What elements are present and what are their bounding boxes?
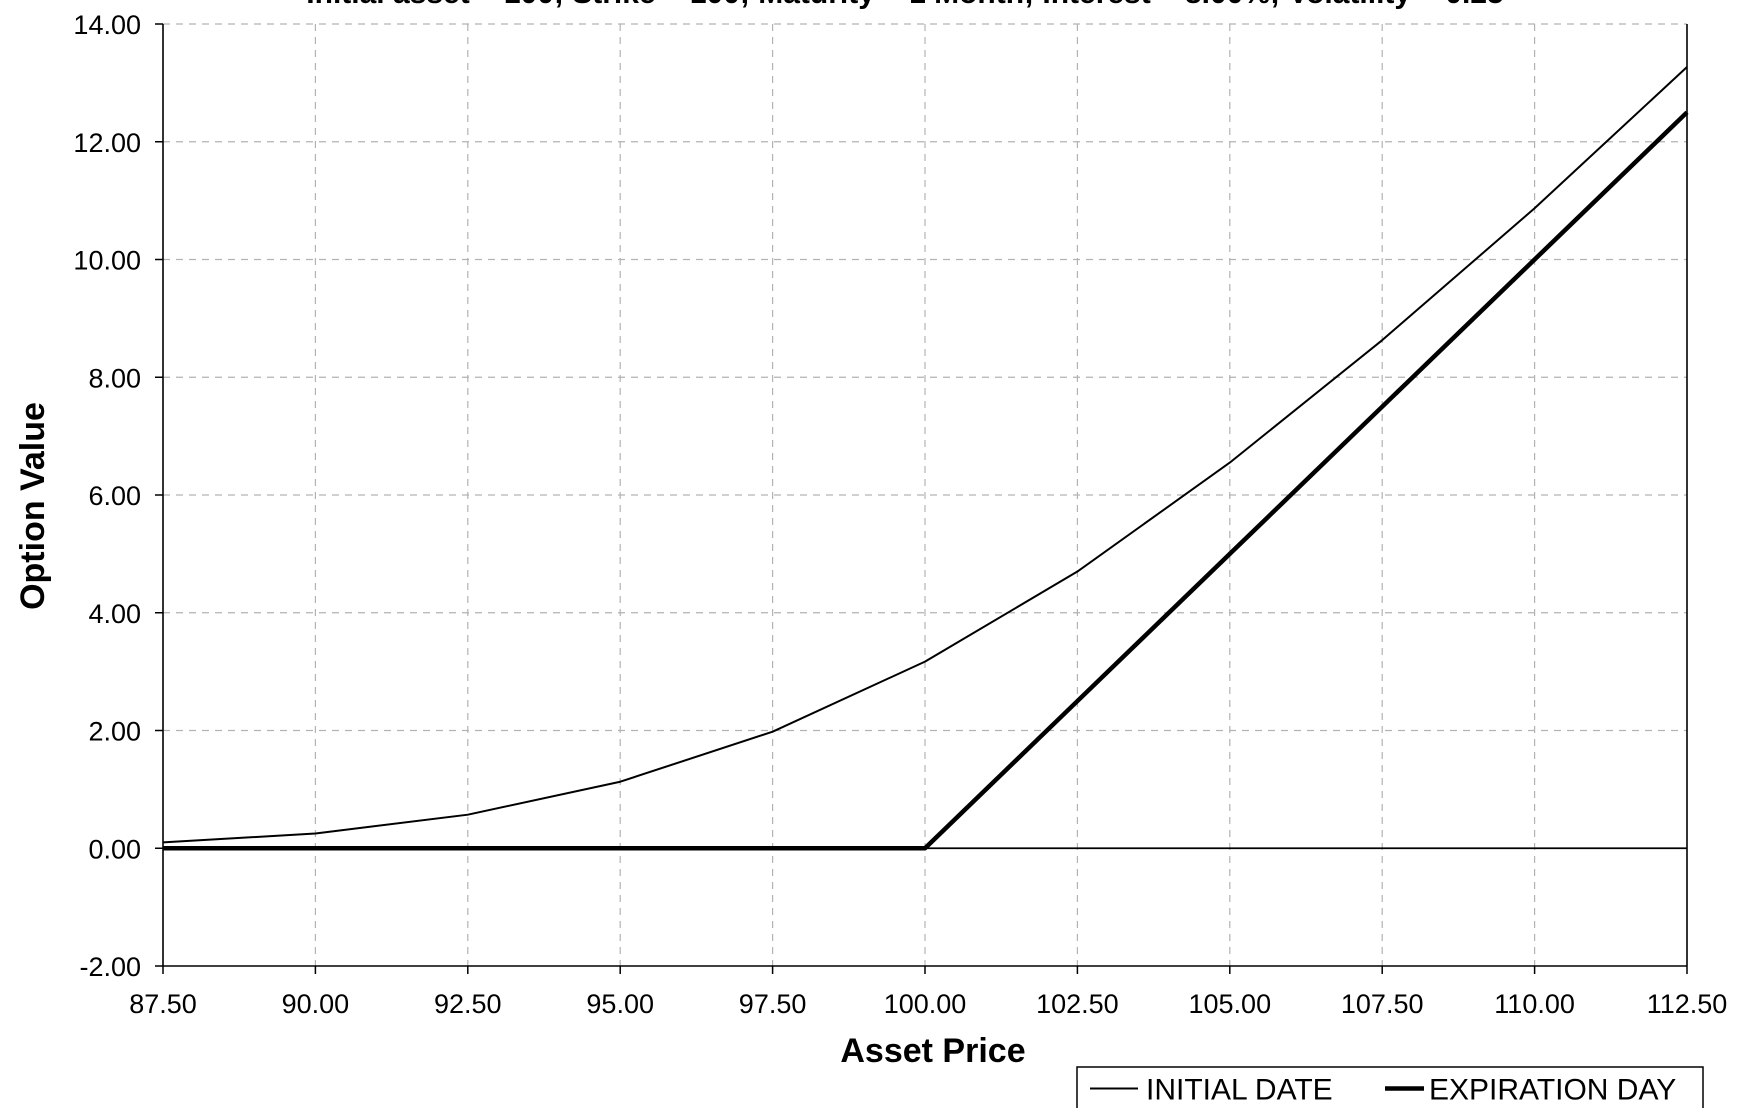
grid [163,23,1687,966]
x-tick-label: 110.00 [1494,989,1575,1019]
x-tick-label: 87.50 [129,989,197,1019]
y-tick-label: 0.00 [88,834,141,864]
y-axis-title: Option Value [14,402,52,610]
y-tick-label: 12.00 [73,128,141,158]
x-tick-label: 105.00 [1189,989,1272,1019]
y-tick-label: 6.00 [88,481,141,511]
x-axis-title: Asset Price [840,1032,1025,1070]
series-line-expiration-day [163,110,1689,851]
x-tick-label: 100.00 [884,989,967,1019]
legend: INITIAL DATE EXPIRATION DAY [1076,1066,1704,1108]
x-tick-label: 112.50 [1647,989,1728,1019]
x-tick-labels: 87.50 90.00 92.50 95.00 97.50 100.00 102.50 105… [129,989,1727,1019]
axes [155,23,1688,974]
y-tick-label: 4.00 [88,599,141,629]
y-tick-labels: 14.00 12.00 10.00 8.00 6.00 4.00 2.00 0.00 -2.00 [73,10,141,982]
series-lines [162,66,1689,851]
y-tick-label: -2.00 [79,952,141,982]
x-tick-label: 92.50 [434,989,502,1019]
x-tick-label: 107.50 [1341,989,1424,1019]
x-tick-label: 102.50 [1036,989,1119,1019]
y-tick-label: 8.00 [88,363,141,393]
legend-label: INITIAL DATE [1146,1074,1333,1107]
chart-title: Initial asset = 100; Strike = 100; Matur… [306,0,1503,10]
y-tick-label: 14.00 [73,10,141,40]
legend-label: EXPIRATION DAY [1429,1074,1676,1107]
x-tick-label: 95.00 [586,989,654,1019]
y-tick-label: 2.00 [88,717,141,747]
y-tick-label: 10.00 [73,246,141,276]
x-tick-label: 97.50 [739,989,807,1019]
series-line-initial-date [162,66,1688,844]
x-tick-label: 90.00 [282,989,350,1019]
